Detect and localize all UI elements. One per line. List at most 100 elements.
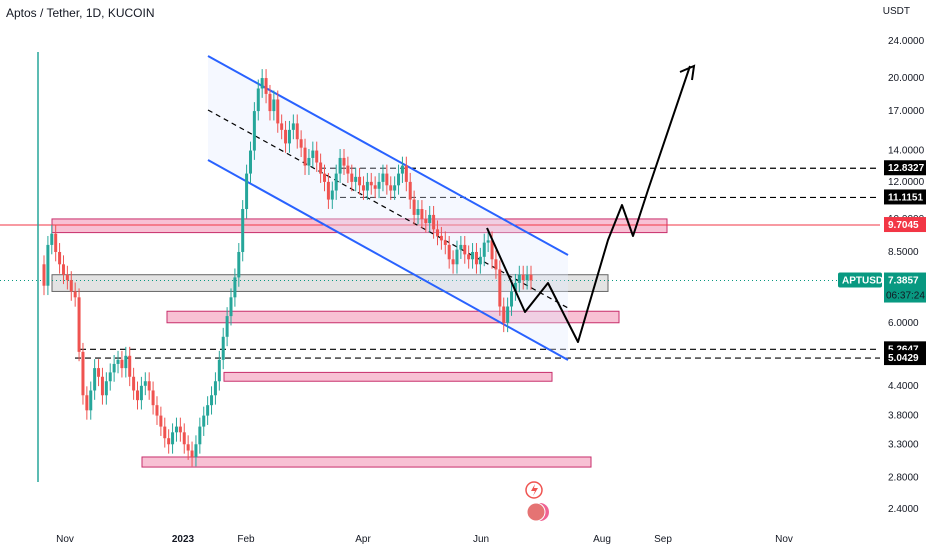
candle-body bbox=[420, 209, 424, 219]
candle-body bbox=[69, 280, 73, 292]
level-tag-text: 12.8327 bbox=[888, 163, 925, 174]
x-tick-label: Sep bbox=[654, 534, 672, 545]
y-tick-label: 4.4000 bbox=[888, 381, 919, 392]
candle-body bbox=[178, 426, 182, 433]
candle-body bbox=[447, 244, 451, 260]
candle-body bbox=[287, 129, 291, 144]
candle-body bbox=[303, 147, 307, 166]
candle-body bbox=[439, 235, 443, 241]
candle-body bbox=[163, 426, 167, 439]
candle-body bbox=[435, 229, 439, 236]
x-tick-label: Nov bbox=[56, 534, 74, 545]
x-tick-label: Apr bbox=[355, 534, 371, 545]
candle-body bbox=[61, 264, 65, 275]
candles-layer bbox=[37, 52, 533, 482]
candle-body bbox=[268, 93, 272, 112]
candle-body bbox=[474, 251, 478, 265]
candle-body bbox=[354, 176, 358, 182]
candle-body bbox=[89, 390, 93, 411]
y-tick-label: 3.8000 bbox=[888, 411, 919, 422]
candle-body bbox=[525, 274, 529, 281]
candle-body bbox=[245, 173, 249, 210]
level-tag bbox=[884, 350, 926, 366]
candle-body bbox=[459, 244, 463, 250]
candle-body bbox=[451, 259, 455, 265]
zone-support bbox=[166, 310, 620, 324]
candle-body bbox=[213, 381, 217, 396]
candle-body bbox=[272, 99, 276, 112]
level-tag bbox=[884, 217, 926, 233]
chart-title: Aptos / Tether, 1D, KUCOIN bbox=[6, 6, 155, 20]
candle-body bbox=[330, 190, 334, 200]
candle-body bbox=[139, 385, 143, 401]
symbol-tag-text: APTUSDT bbox=[842, 276, 889, 287]
candle-body bbox=[116, 359, 120, 364]
extra-icons bbox=[525, 481, 549, 522]
candle-body bbox=[311, 150, 315, 158]
level-tag bbox=[884, 189, 926, 205]
levels-layer bbox=[0, 167, 880, 359]
candle-body bbox=[217, 359, 221, 382]
candle-body bbox=[338, 157, 342, 174]
candle-body bbox=[482, 242, 486, 257]
candle-body bbox=[463, 244, 467, 255]
candle-body bbox=[517, 274, 521, 283]
candle-body bbox=[455, 249, 459, 265]
candle-body bbox=[237, 251, 241, 278]
candle-body bbox=[198, 426, 202, 445]
candle-body bbox=[54, 233, 58, 252]
candle-body bbox=[159, 415, 163, 427]
candle-body bbox=[151, 390, 155, 406]
candle-body bbox=[256, 88, 260, 112]
candle-body bbox=[124, 355, 128, 369]
level-tag-text: 5.2647 bbox=[888, 344, 919, 355]
candle-body bbox=[513, 282, 517, 292]
candle-body bbox=[291, 123, 295, 130]
candle-body bbox=[46, 244, 50, 286]
candle-body bbox=[136, 390, 140, 401]
candle-body bbox=[377, 181, 381, 189]
x-tick-label: 2023 bbox=[172, 534, 195, 545]
zones-layer bbox=[51, 218, 668, 468]
candle-body bbox=[58, 251, 62, 265]
candle-body bbox=[315, 150, 319, 163]
candle-body bbox=[264, 78, 268, 94]
candle-body bbox=[397, 173, 401, 186]
candle-body bbox=[494, 259, 498, 270]
candle-body bbox=[97, 368, 101, 377]
price-tag-text: 7.3857 bbox=[888, 276, 919, 287]
candle-body bbox=[346, 165, 350, 174]
candle-body bbox=[77, 297, 81, 352]
x-tick-label: Jun bbox=[473, 534, 489, 545]
candle-body bbox=[186, 444, 190, 451]
channel-upper-line bbox=[207, 55, 569, 256]
candle-body bbox=[108, 372, 112, 382]
candle-body bbox=[85, 395, 89, 411]
y-tick-label: 3.3000 bbox=[888, 439, 919, 450]
candle-body bbox=[248, 150, 252, 174]
candle-body bbox=[147, 381, 151, 391]
candle-body bbox=[369, 181, 373, 186]
candle-body bbox=[365, 181, 369, 191]
candle-body bbox=[510, 291, 514, 307]
candle-body bbox=[93, 368, 97, 391]
candle-body bbox=[385, 173, 389, 186]
candle-body bbox=[128, 355, 132, 377]
candle-body bbox=[190, 450, 194, 457]
candle-body bbox=[319, 162, 323, 174]
y-tick-label: 8.5000 bbox=[888, 247, 919, 258]
candle-body bbox=[73, 291, 77, 298]
candle-body bbox=[241, 209, 245, 252]
candle-body bbox=[389, 185, 393, 191]
candle-body bbox=[280, 123, 284, 130]
level-tag-text: 11.1151 bbox=[888, 192, 923, 203]
candle-body bbox=[350, 173, 354, 182]
candle-body bbox=[299, 139, 303, 148]
zone-support bbox=[141, 456, 592, 468]
candle-body bbox=[210, 395, 214, 406]
candle-body bbox=[342, 157, 346, 166]
candle-body bbox=[229, 297, 233, 317]
x-tick-label: Feb bbox=[237, 534, 255, 545]
